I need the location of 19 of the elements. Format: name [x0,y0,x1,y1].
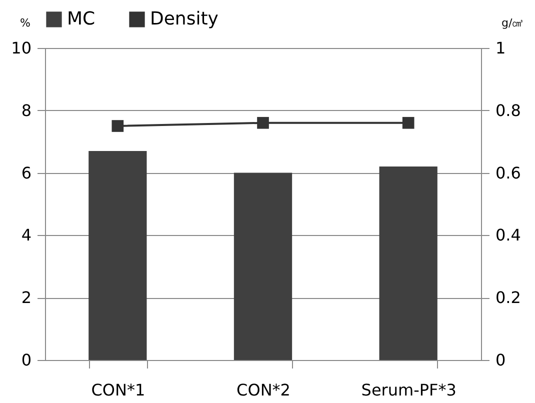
y-tick-label: 10 [11,38,32,58]
y-axis-title: % [20,16,30,30]
y-tick-label: 8 [21,100,32,120]
y2-tick-label: 0.8 [496,100,521,120]
y-tick-label: 6 [21,163,32,182]
y2-tick-label: 0.4 [496,226,521,245]
x-tick-label: CON*1 [91,380,146,400]
y2-tick-label: 0.2 [496,288,521,308]
x-tick-label: Serum-PF*3 [361,380,456,400]
legend-label: Density [150,8,219,30]
y-tick-label: 4 [21,226,32,245]
y2-tick-label: 0.6 [496,163,521,182]
x-tick-label: CON*2 [236,380,290,400]
y2-tick-label: 0 [496,350,506,370]
y-tick-label: 0 [21,350,32,370]
y2-axis-title: g/㎤ [502,16,524,30]
y-tick-label: 2 [21,288,32,308]
y2-tick-label: 1 [496,38,506,58]
legend-label: MC [67,8,96,30]
